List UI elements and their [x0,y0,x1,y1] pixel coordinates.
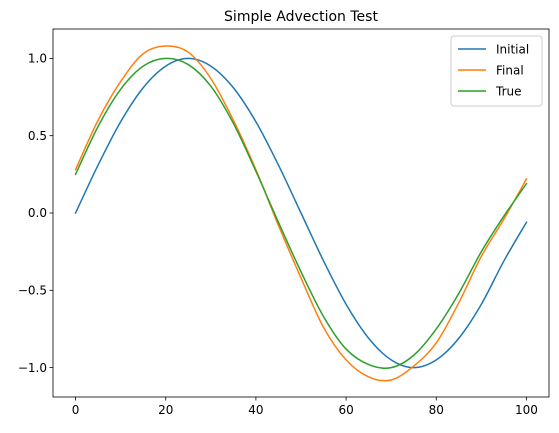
y-tick-label: 0.5 [28,129,47,143]
legend-label-true: True [495,84,522,98]
chart-title: Simple Advection Test [224,9,378,25]
x-tick-label: 60 [338,403,353,417]
y-tick-label: 0.0 [28,206,47,220]
x-tick-label: 80 [429,403,444,417]
series-line-initial [74,57,528,369]
x-tick-label: 40 [248,403,263,417]
series-line-true [74,57,528,369]
series-layer [74,45,528,382]
x-tick-label: 100 [515,403,538,417]
y-axis: −1.0 −0.5 0.0 0.5 1.0 [18,52,53,375]
legend-label-final: Final [496,63,524,77]
y-tick-label: −1.0 [18,361,47,375]
x-tick-label: 20 [158,403,173,417]
x-axis: 0 20 40 60 80 100 [72,397,538,417]
legend-box [450,35,543,107]
y-tick-label: −0.5 [18,284,47,298]
y-tick-label: 1.0 [28,52,47,66]
series-line-final [74,45,528,382]
legend-label-initial: Initial [496,42,529,56]
legend: Initial Final True [450,35,543,107]
x-tick-label: 0 [72,403,80,417]
